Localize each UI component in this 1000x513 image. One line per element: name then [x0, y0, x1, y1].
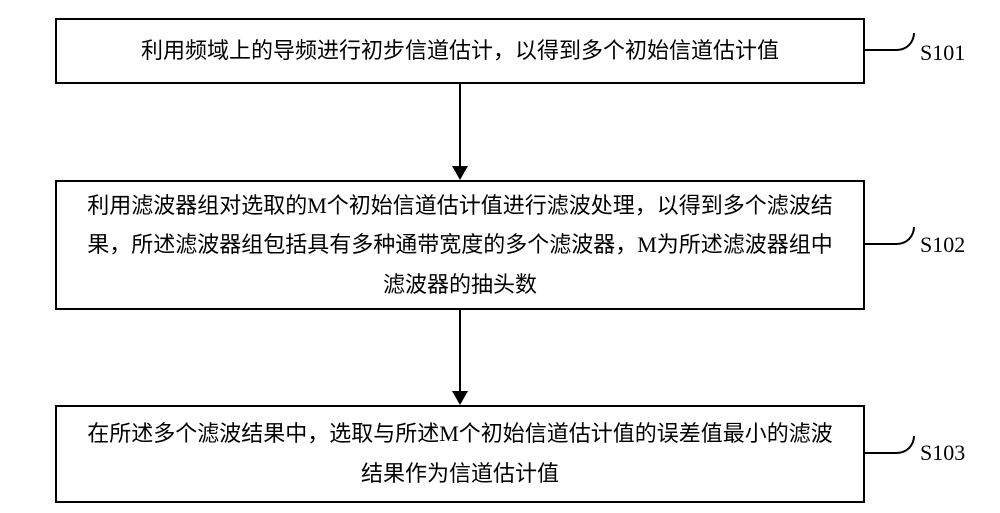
step-label-2: S102 — [920, 232, 965, 258]
step-text-2: 利用滤波器组对选取的M个初始信道估计值进行滤波处理，以得到多个滤波结果，所述滤波… — [77, 186, 843, 305]
arrow-head-2 — [452, 391, 468, 405]
step-text-3: 在所述多个滤波结果中，选取与所述M个初始信道估计值的误差值最小的滤波结果作为信道… — [77, 414, 843, 493]
step-text-1: 利用频域上的导频进行初步信道估计，以得到多个初始信道估计值 — [141, 31, 779, 71]
step-label-1: S101 — [920, 40, 965, 66]
arrow-line-1 — [459, 84, 461, 166]
step-box-1: 利用频域上的导频进行初步信道估计，以得到多个初始信道估计值 — [55, 18, 865, 84]
step-box-2: 利用滤波器组对选取的M个初始信道估计值进行滤波处理，以得到多个滤波结果，所述滤波… — [55, 180, 865, 310]
flowchart-container: 利用频域上的导频进行初步信道估计，以得到多个初始信道估计值 S101 利用滤波器… — [0, 0, 1000, 513]
step-label-3: S103 — [920, 440, 965, 466]
arrow-head-1 — [452, 166, 468, 180]
connector-3 — [865, 436, 915, 454]
step-box-3: 在所述多个滤波结果中，选取与所述M个初始信道估计值的误差值最小的滤波结果作为信道… — [55, 405, 865, 503]
connector-2 — [865, 227, 915, 245]
connector-1 — [865, 33, 915, 51]
arrow-line-2 — [459, 310, 461, 392]
